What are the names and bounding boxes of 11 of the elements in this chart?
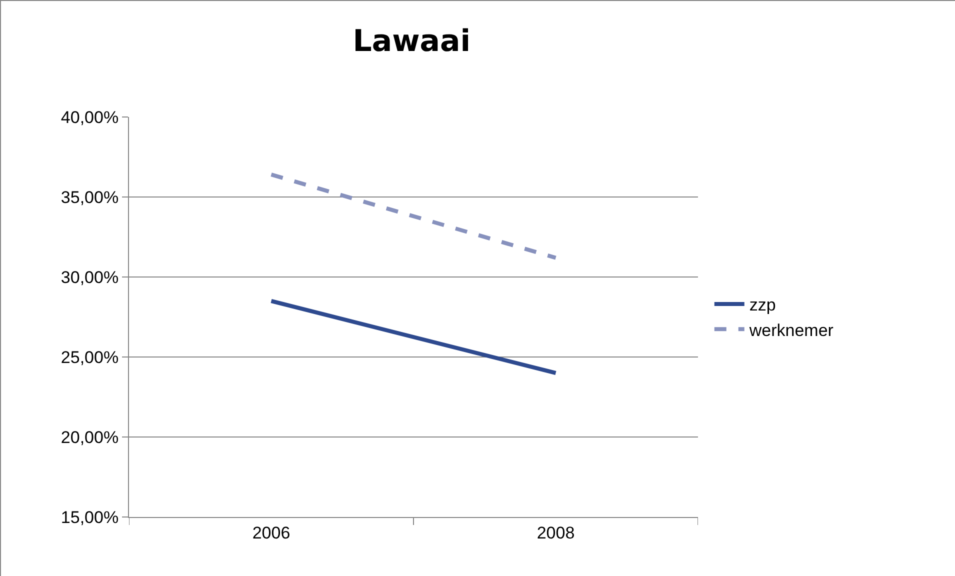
y-tick-label: 35,00%: [60, 188, 119, 207]
y-tick-label: 15,00%: [60, 508, 119, 527]
y-tick-label: 20,00%: [60, 428, 119, 447]
x-tick-label: 2008: [536, 523, 575, 542]
x-tick-label: 2006: [252, 523, 290, 542]
legend-label: zzp: [749, 296, 776, 315]
y-tick-label: 30,00%: [60, 268, 119, 287]
legend-label: werknemer: [748, 320, 834, 340]
y-tick-label: 40,00%: [60, 108, 119, 127]
y-tick-label: 25,00%: [60, 348, 119, 367]
chart-title: Lawaai: [352, 24, 471, 59]
